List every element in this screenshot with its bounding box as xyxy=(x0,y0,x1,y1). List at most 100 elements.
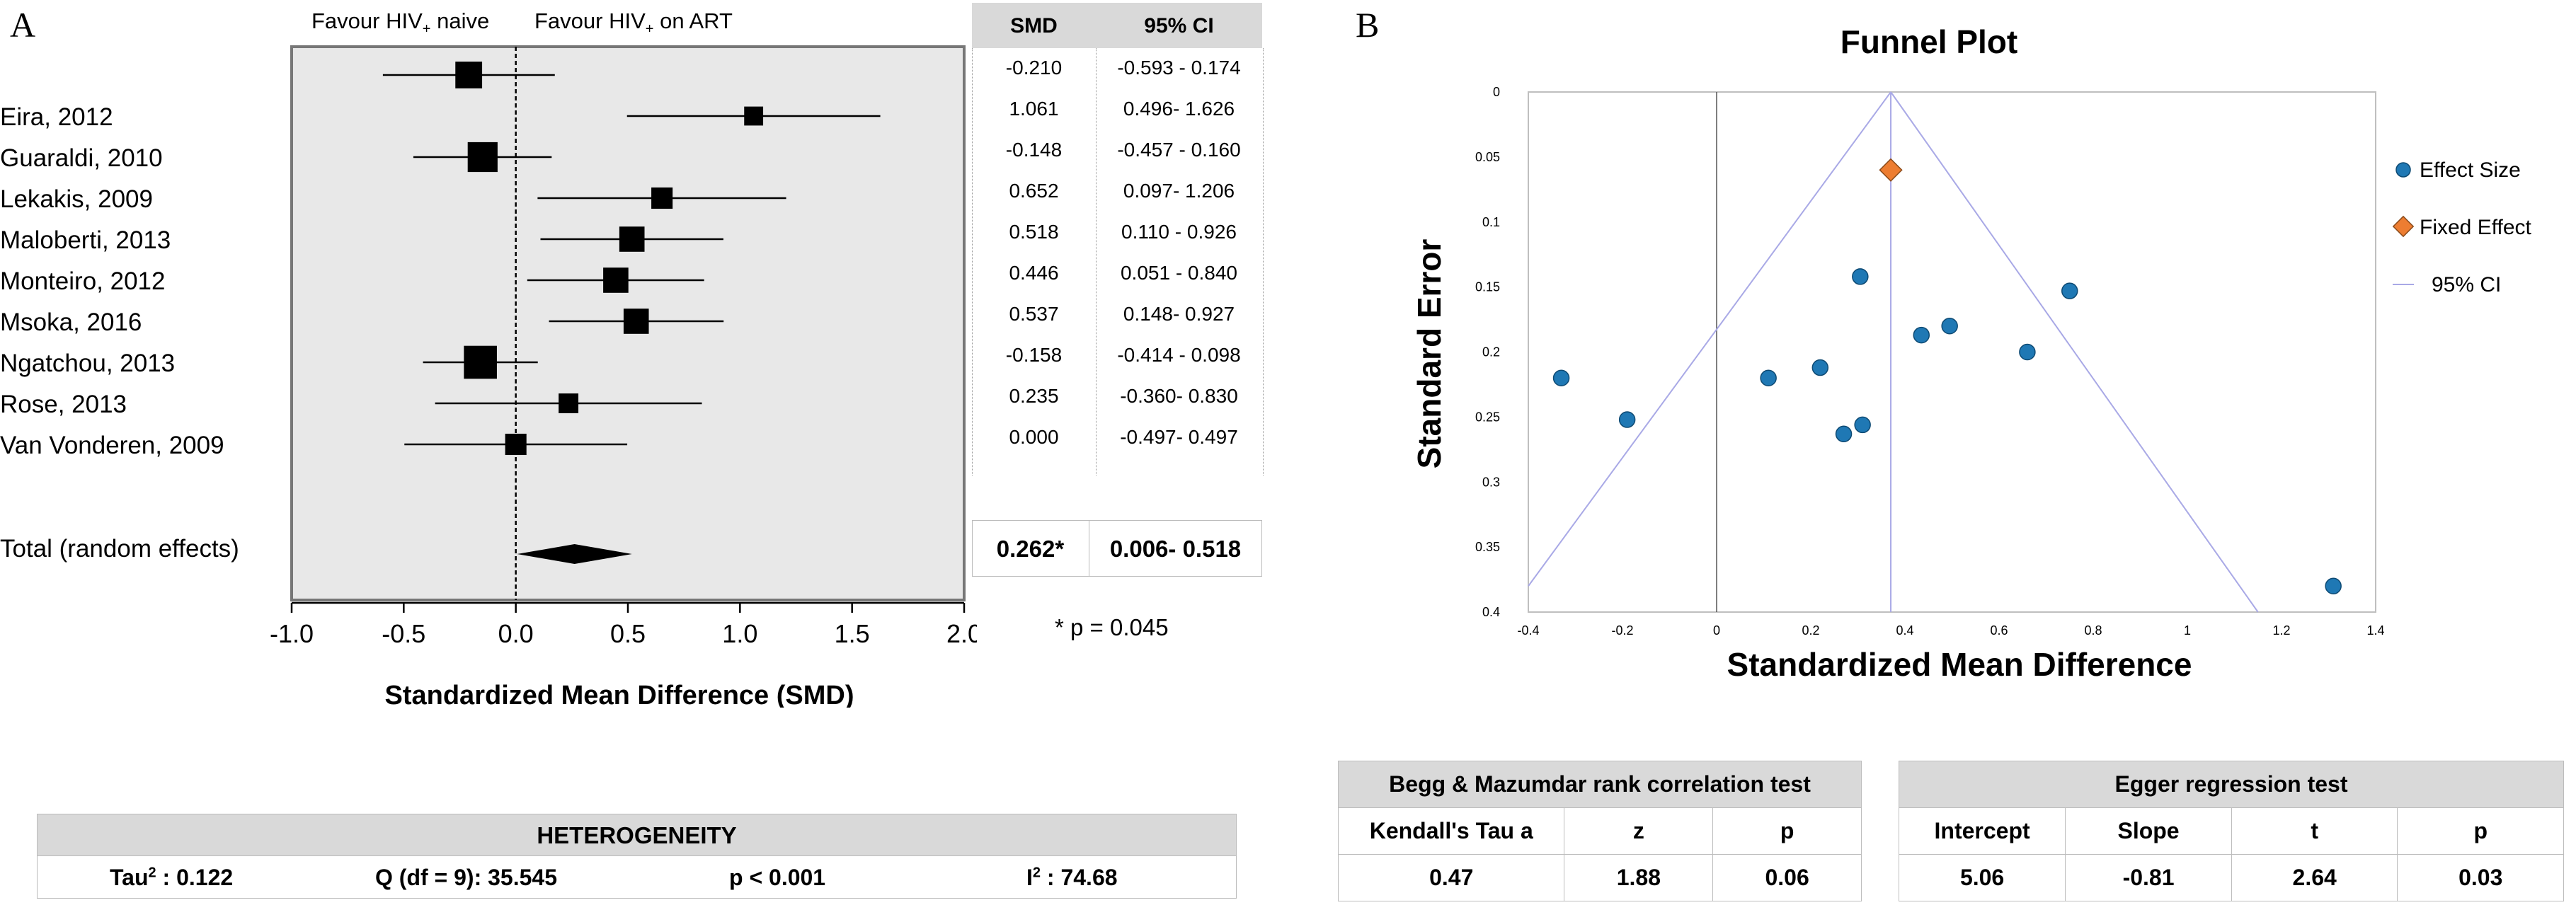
funnel-x-tick-label: 0 xyxy=(1713,623,1720,638)
ci-table-header xyxy=(972,3,1262,48)
smd-cell: 0.000 xyxy=(1009,426,1059,448)
funnel-x-tick-label: 1.4 xyxy=(2366,623,2384,638)
favour-right-text: Favour HIV xyxy=(534,8,646,33)
ci-cell: -0.360- 0.830 xyxy=(1120,385,1238,407)
total-diamond xyxy=(517,544,632,564)
heterogeneity-header xyxy=(37,814,1237,856)
forest-x-tick-label: 1.0 xyxy=(722,619,757,648)
favour-right-sub: + xyxy=(645,21,654,38)
egger-table: Egger regression test Intercept Slope t … xyxy=(1898,761,2564,901)
effect-square xyxy=(455,62,483,88)
smd-cell: 0.235 xyxy=(1009,385,1059,407)
egger-value-intercept: 5.06 xyxy=(1898,854,2066,901)
egger-value-slope: -0.81 xyxy=(2065,854,2232,901)
begg-header-z: z xyxy=(1564,807,1714,855)
smd-cell: 0.518 xyxy=(1009,221,1059,243)
funnel-plot: Funnel Plot -0.4 -0.2 0 0.2 0.4 0.6 0.8 1 1.2 1.4… xyxy=(1411,23,2532,683)
total-row-box xyxy=(972,520,1262,577)
ci-cell: 0.496- 1.626 xyxy=(1123,98,1235,120)
tau-squared: Tau2 : 0.122 xyxy=(110,865,233,891)
smd-column-header: SMD xyxy=(1010,14,1058,38)
funnel-x-tick-label: -0.2 xyxy=(1611,623,1633,638)
effect-square xyxy=(623,309,649,334)
ci-cell: -0.593 - 0.174 xyxy=(1117,57,1241,79)
favour-left-sub: + xyxy=(422,21,431,38)
funnel-x-tick-label: 1.2 xyxy=(2272,623,2290,638)
effect-size-point xyxy=(1811,359,1829,376)
effect-size-point xyxy=(1941,318,1958,335)
smd-cell: -0.158 xyxy=(1005,344,1063,366)
i-sup: 2 xyxy=(1032,865,1041,881)
study-name-8: Rose, 2013 xyxy=(0,391,127,418)
effect-size-point xyxy=(1852,268,1869,285)
ci-left-boundary xyxy=(1528,91,1891,587)
legend-ci-label: 95% CI xyxy=(2432,273,2501,296)
ci-cell: 0.148- 0.927 xyxy=(1123,303,1235,325)
forest-x-tick-label: 0.5 xyxy=(610,619,646,648)
begg-value-z: 1.88 xyxy=(1564,854,1714,901)
effect-size-point xyxy=(1854,416,1871,434)
study-name-7: Ngatchou, 2013 xyxy=(0,350,176,377)
forest-x-tick-label: 1.5 xyxy=(835,619,870,648)
smd-cell: 0.446 xyxy=(1009,262,1059,284)
egger-header-p: p xyxy=(2397,807,2564,855)
study-name-4: Maloberti, 2013 xyxy=(0,226,171,254)
ci-cell: -0.457 - 0.160 xyxy=(1117,139,1241,161)
p-value-note: * p = 0.045 xyxy=(1055,614,1169,640)
funnel-y-tick-label: 0.2 xyxy=(1482,345,1500,359)
ci-cell: -0.414 - 0.098 xyxy=(1117,344,1241,366)
ci-table-body xyxy=(972,48,1264,475)
effect-square xyxy=(505,433,527,456)
effect-size-point xyxy=(2061,282,2078,299)
forest-x-tick-label: 0.0 xyxy=(498,619,534,648)
funnel-y-tick-label: 0.4 xyxy=(1482,605,1500,619)
funnel-y-axis-label: Standard Error xyxy=(1411,239,1448,469)
effect-square xyxy=(651,187,673,209)
tau-value: : 0.122 xyxy=(156,865,234,890)
egger-header-intercept: Intercept xyxy=(1898,807,2066,855)
effect-square xyxy=(467,142,498,173)
smd-cell: -0.210 xyxy=(1005,57,1063,79)
egger-value-p: 0.03 xyxy=(2397,854,2564,901)
q-statistic: Q (df = 9): 35.545 xyxy=(375,865,557,890)
effect-square xyxy=(603,267,629,293)
favour-left-label: Favour HIV+ naive xyxy=(311,8,489,38)
effect-square xyxy=(464,345,497,379)
favour-left-tail: naive xyxy=(430,8,490,33)
funnel-x-tick-label: 0.6 xyxy=(1990,623,2008,638)
effect-size-point xyxy=(1618,411,1636,428)
effect-size-point xyxy=(1913,326,1930,344)
egger-header-slope: Slope xyxy=(2065,807,2232,855)
effect-size-point xyxy=(2019,343,2036,361)
forest-plot: -1.0 -0.5 0.0 0.5 1.0 1.5 2.0 Standardized Mea… xyxy=(270,45,977,708)
funnel-x-tick-label: 0.2 xyxy=(1802,623,1819,638)
i-squared: I2 : 74.68 xyxy=(1026,865,1118,891)
forest-x-axis-label: Standardized Mean Difference (SMD) xyxy=(385,681,854,708)
total-ci: 0.006- 0.518 xyxy=(1109,536,1242,562)
forest-x-tick-label: 2.0 xyxy=(946,619,977,648)
tau-label: Tau xyxy=(110,865,149,890)
heterogeneity-body xyxy=(37,856,1237,899)
forest-x-tick-label: -0.5 xyxy=(382,619,425,648)
funnel-y-tick-label: 0.35 xyxy=(1475,540,1500,554)
effect-size-point xyxy=(1552,369,1570,386)
i-value: : 74.68 xyxy=(1041,865,1118,890)
funnel-y-tick-label: 0.05 xyxy=(1475,150,1500,164)
effect-square xyxy=(744,106,764,126)
begg-value-p: 0.06 xyxy=(1712,854,1862,901)
tau-sup: 2 xyxy=(148,865,156,881)
heterogeneity-p: p < 0.001 xyxy=(729,865,826,890)
egger-value-t: 2.64 xyxy=(2231,854,2398,901)
study-name-6: Msoka, 2016 xyxy=(0,309,142,336)
study-name-2: Guaraldi, 2010 xyxy=(0,144,163,172)
effect-square xyxy=(619,226,645,252)
funnel-x-tick-label: -0.4 xyxy=(1517,623,1539,638)
ci-column-header: 95% CI xyxy=(1144,14,1214,38)
forest-x-tick-label: -1.0 xyxy=(270,619,314,648)
funnel-x-tick-label: 0.4 xyxy=(1896,623,1913,638)
effect-square xyxy=(559,393,579,413)
egger-header-t: t xyxy=(2231,807,2398,855)
ci-cell: -0.497- 0.497 xyxy=(1120,426,1238,448)
study-name-9: Van Vonderen, 2009 xyxy=(0,432,224,459)
heterogeneity-title: HETEROGENEITY xyxy=(537,822,737,848)
